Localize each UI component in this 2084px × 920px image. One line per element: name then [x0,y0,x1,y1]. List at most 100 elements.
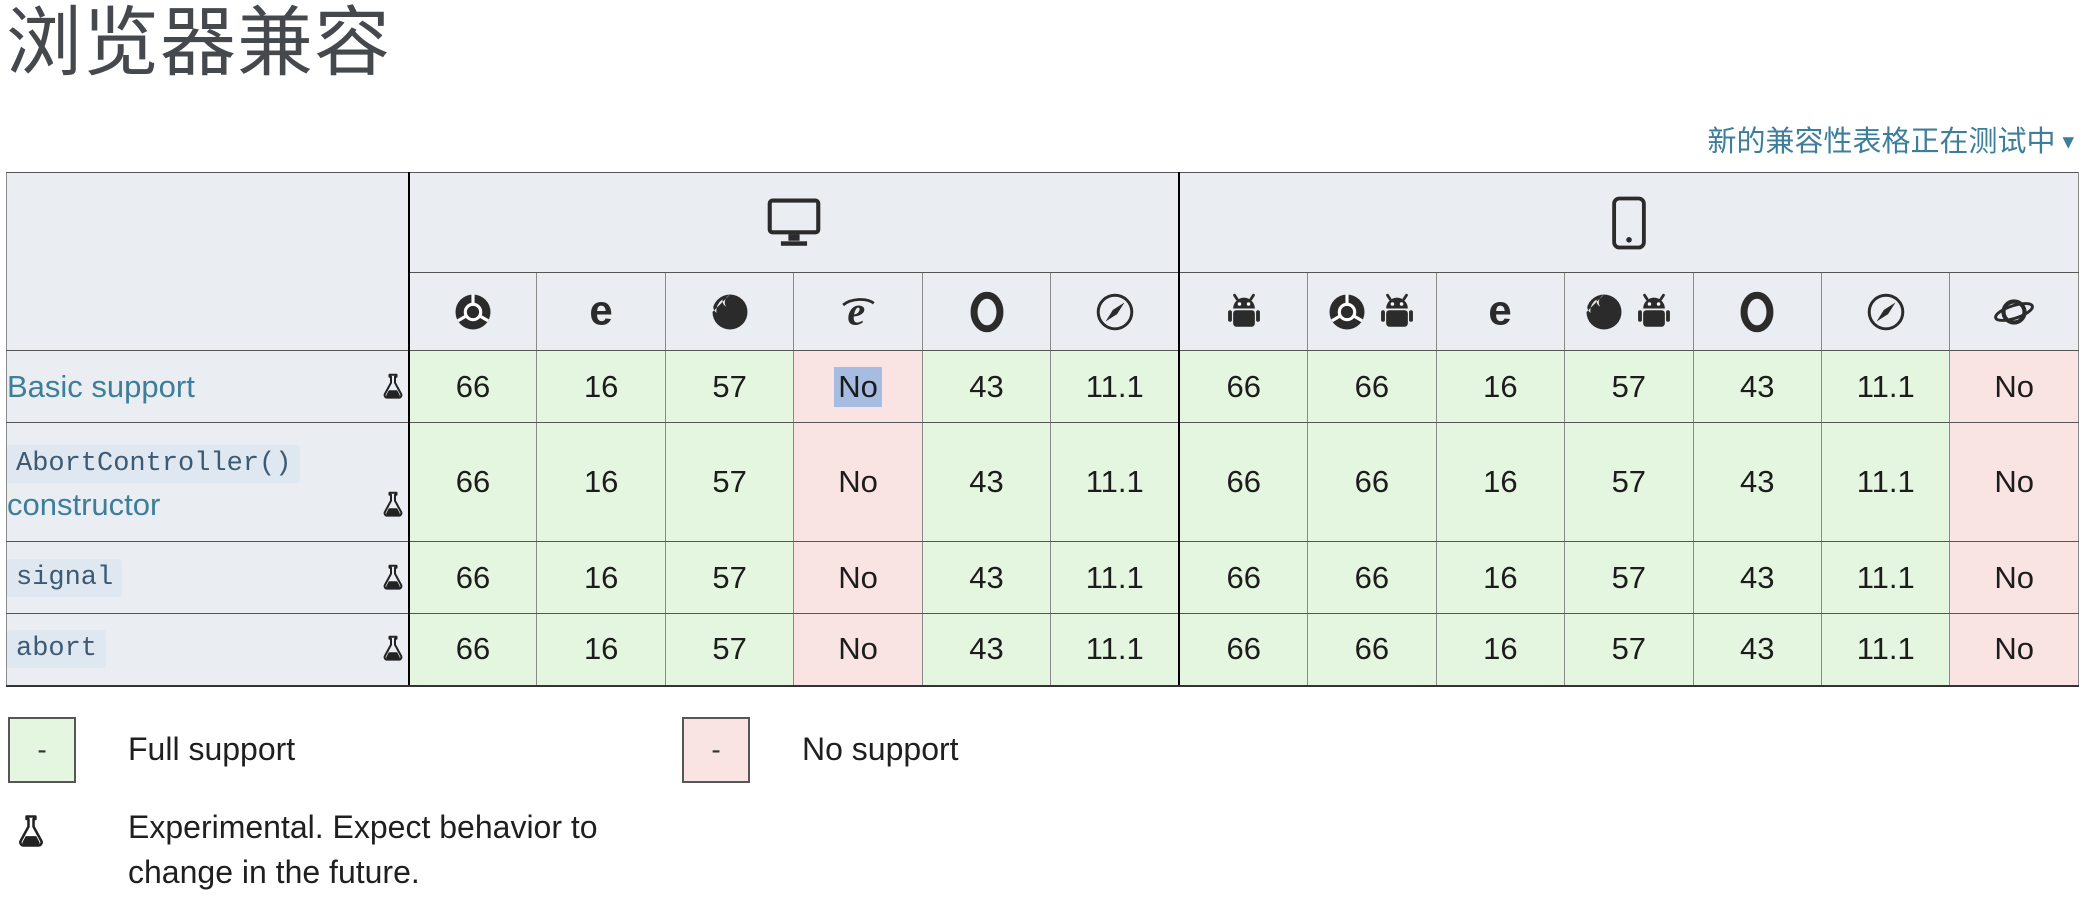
support-cell: 66 [1307,613,1437,687]
beta-table-link[interactable]: 新的兼容性表格正在测试中 ▾ [1707,126,2074,158]
support-value: 16 [1483,631,1518,667]
experimental-flask-icon [378,560,408,596]
support-cell: 66 [1178,422,1309,543]
safari-icon [1094,291,1136,333]
feature-label: Basic support [7,368,195,404]
experimental-flask-icon [378,631,408,667]
browser-header-cell [1307,272,1437,352]
support-cell: 16 [536,350,666,424]
device-header-row [6,172,2080,352]
support-cell: 16 [1435,613,1566,687]
support-value: 11.1 [1856,368,1915,404]
support-value: 16 [583,631,619,667]
chrome-icon [1326,291,1368,333]
support-cell: 66 [407,350,538,424]
edge-icon: e [1479,286,1521,333]
support-cell: 11.1 [1050,613,1181,687]
support-value: 57 [1611,559,1647,595]
support-cell: 66 [1307,350,1437,424]
support-cell: 11.1 [1820,613,1951,687]
support-cell: 43 [921,613,1052,687]
support-value: 16 [583,559,619,595]
support-cell: 66 [1178,541,1309,615]
support-cell: 16 [536,541,666,615]
legend-full-support-mark: - [37,733,47,765]
experimental-flask-icon [378,369,408,405]
browser-header-cell [921,272,1052,352]
support-cell: 57 [664,613,795,687]
android-icon [1223,291,1265,333]
browser-header-cell [1820,272,1951,352]
support-value: 11.1 [1085,464,1144,500]
support-value: No [1994,368,2035,404]
support-value: 43 [969,464,1004,500]
browser-header-cell [1692,272,1822,352]
experimental-flask-icon [378,487,408,523]
browser-header-cell [1564,272,1694,352]
support-value: 43 [1740,368,1775,404]
legend-full-support-label: Full support [128,730,296,767]
support-cell: 57 [1564,541,1694,615]
feature-code-label: AbortController() [7,444,301,483]
browser-header-cell [664,272,795,352]
legend-experimental-row: Experimental. Expect behavior to change … [8,805,2080,896]
support-value: 11.1 [1085,559,1144,595]
support-cell: No [793,613,923,687]
mobile-header-cell [1178,172,2080,274]
browser-header-cell: e [1435,272,1566,352]
support-value: 43 [969,559,1004,595]
beta-table-link-label: 新的兼容性表格正在测试中 [1707,126,2056,159]
support-cell: 43 [1692,350,1822,424]
legend-full-support-box: - [8,716,76,783]
support-value: 16 [1483,559,1518,595]
support-value: 43 [969,368,1004,404]
support-value: 57 [1611,368,1647,404]
browser-header-cell [1178,272,1309,352]
table-row: abort 66 16 57 No 43 11.1 66 66 16 57 43 11.1 No [6,613,2079,687]
feature-label-cell: abort [6,613,410,687]
support-cell: 66 [1307,541,1437,615]
mobile-icon [1597,195,1661,251]
support-value: 66 [1226,464,1261,500]
support-value: No [834,366,882,407]
support-value: 66 [455,559,491,595]
feature-label-line: AbortController() [7,442,408,483]
edge-icon: e [580,286,622,333]
feature-label-cell: Basic support [6,350,410,424]
browser-header-cell [407,272,538,352]
support-value: 66 [1226,368,1261,404]
desktop-icon [762,195,826,251]
support-value: 66 [1354,464,1390,500]
support-cell: 16 [1435,541,1566,615]
support-value: No [1994,464,2035,500]
support-value: 66 [1354,631,1390,667]
table-row: AbortController() constructor 66 16 57 No 43 11… [6,422,2079,543]
browser-header-cell [1949,272,2079,352]
chrome-icon [452,291,494,333]
svg-text:e: e [847,291,865,333]
support-cell: 11.1 [1820,541,1951,615]
support-value: No [1994,559,2035,595]
support-value: 57 [1611,464,1647,500]
support-cell: 11.1 [1820,422,1951,543]
support-cell: No [1949,541,2079,615]
support-cell: 66 [407,613,538,687]
support-cell: 66 [407,422,538,543]
android-icon [1633,291,1675,333]
support-value: No [838,559,878,595]
safari-icon [1865,291,1907,333]
support-cell: 43 [921,350,1052,424]
support-cell: No [1949,613,2079,687]
support-cell: 43 [1692,613,1822,687]
feature-label-suffix: constructor [7,486,161,522]
support-value: 11.1 [1856,464,1915,500]
support-value: 11.1 [1085,368,1144,404]
dropdown-arrow-icon: ▾ [2062,128,2074,155]
support-cell: 11.1 [1050,350,1181,424]
legend-no-support-label: No support [802,730,959,767]
samsung-icon [1993,291,2035,333]
support-value: 43 [1740,559,1775,595]
support-value: 66 [455,368,491,404]
support-cell: 66 [1307,422,1437,543]
